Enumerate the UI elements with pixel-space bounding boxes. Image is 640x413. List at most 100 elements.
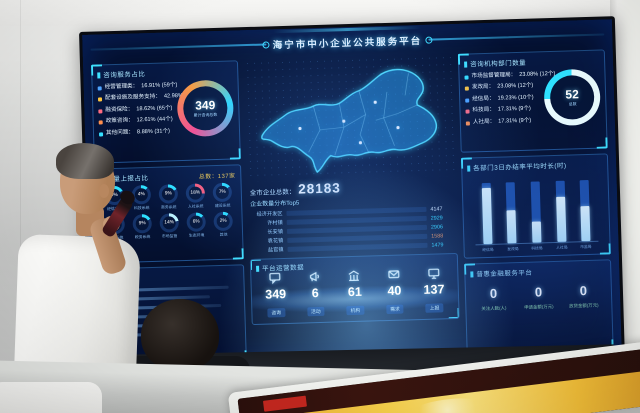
top5-bar-chart: 经济开发区 4147 许村镇 2929 长安镇 2906 袁花镇 1588 盐官镇 147…	[248, 204, 457, 255]
finance-label: 关注人数(人)	[481, 306, 507, 312]
list-item: 人社局： 17.31% (9个)	[465, 115, 541, 129]
mail-icon	[374, 267, 414, 282]
finance-stat: 0 关注人数(人)	[471, 285, 517, 312]
stat-label: 咨询	[267, 308, 286, 318]
center-column: 全市企业总数： 28183 企业数量分布Top5 经济开发区 4147 许村镇 29…	[243, 53, 461, 361]
stat-label: 需求	[386, 304, 404, 315]
bar-value: 2906	[430, 223, 444, 231]
page-title: 海宁市中小企业公共服务平台	[272, 35, 423, 52]
stat-consult: 349 咨询	[255, 271, 296, 320]
item-label: 融资保险：	[105, 106, 134, 114]
gauge-pct: 9%	[164, 191, 172, 197]
gauge-cell: 9% 商务系统	[155, 184, 183, 211]
stat-value: 349	[265, 287, 287, 302]
led-dashboard-screen: 海宁市中小企业公共服务平台 咨询服务占比 经营管理类： 16.91% (59个) …	[79, 16, 625, 376]
dept-total: 52	[565, 86, 579, 102]
bar-label: 许村镇	[267, 220, 283, 227]
bar-light-segment	[481, 188, 493, 245]
item-value: 17.31% (9个)	[498, 117, 532, 125]
megaphone-icon	[295, 270, 335, 285]
bar-label: 长安镇	[267, 229, 284, 236]
bullet-icon	[465, 121, 470, 126]
bar-track	[287, 242, 428, 252]
finance-value: 0	[489, 285, 498, 301]
gauge-label: 建设系统	[214, 202, 231, 208]
stat-value: 6	[311, 286, 319, 301]
stacked-bar	[579, 180, 591, 242]
list-item: 其他问题： 8.88% (31个)	[98, 126, 174, 140]
stat-label: 上报	[425, 303, 444, 313]
stat-value: 137	[423, 282, 445, 297]
report-total: 总数：137家	[198, 172, 236, 181]
gauge-cell: 18% 人社系统	[182, 183, 210, 210]
x-label: 发改局	[506, 246, 519, 252]
stat-report: 137 上报	[414, 266, 455, 315]
gauge-label: 市场监管	[161, 233, 178, 239]
dept-list: 市场监督管理局： 23.08% (12个) 发改局： 23.08% (12个) 经信…	[464, 69, 555, 129]
bar-label: 袁花镇	[267, 238, 284, 245]
gauge-pct: 2%	[219, 218, 227, 224]
panel-title: 各部门3日办结率平均时长(时)	[467, 160, 567, 173]
gauge-pct: 14%	[164, 220, 175, 226]
item-value: 8.88% (31个)	[136, 128, 171, 136]
x-label: 人社局	[555, 244, 568, 250]
duration-bar-chart	[473, 174, 599, 246]
x-label: 市监局	[580, 244, 592, 250]
monitor-icon	[414, 266, 454, 281]
bullet-icon	[464, 86, 469, 91]
dept-total-label: 总数	[568, 101, 577, 107]
bullet-icon	[465, 109, 470, 114]
gauge-pct: 6%	[192, 219, 200, 225]
finance-value: 0	[579, 283, 588, 299]
finance-stat: 0 放贷金额(万元)	[561, 283, 607, 310]
gauge-cell: 7% 建设系统	[209, 182, 237, 209]
right-column: 咨询机构部门数量 市场监督管理局： 23.08% (12个) 发改局： 23.08%…	[457, 49, 614, 355]
panel-finance: 普惠金融服务平台 0 关注人数(人) 0 申请金额(万元) 0 放贷金额(万元)	[464, 259, 614, 355]
map-area	[243, 53, 456, 183]
gauge-label: 税务系统	[134, 234, 151, 240]
stacked-bar	[481, 183, 493, 245]
gauge-cell: 6% 生态环境	[182, 212, 210, 239]
panel-dept-count: 咨询机构部门数量 市场监督管理局： 23.08% (12个) 发改局： 23.08%…	[457, 49, 608, 153]
desk-equipment	[0, 382, 102, 413]
bullet-icon	[97, 97, 103, 102]
gauge-pct: 18%	[190, 190, 201, 196]
gauge-cell: 14% 市场监管	[155, 213, 183, 240]
duration-x-labels: 经信局 发改局 科技局 人社局 市监局	[476, 244, 599, 254]
gauge-ring: 2%	[213, 211, 233, 232]
panel-consult-ratio: 咨询服务占比 经营管理类： 16.91% (59个) 配套设施及服务支持： 42.9…	[90, 60, 241, 164]
enterprise-total-label: 全市企业总数：	[249, 188, 296, 198]
bar-value: 4147	[430, 205, 443, 213]
panel-duration-chart: 各部门3日办结率平均时长(时) 经信局 发改局 科技局 人社	[460, 153, 611, 259]
bullet-icon	[98, 131, 104, 137]
chat-icon	[255, 271, 295, 286]
gauge-ring: 6%	[186, 212, 206, 232]
gauge-label: 生态环境	[188, 232, 205, 238]
stat-value: 40	[387, 283, 402, 298]
bullet-icon	[465, 98, 470, 103]
bar-light-segment	[580, 205, 591, 242]
consult-list: 经营管理类：16.91% (59个) 配套设施及服务支持：42.98% (150…	[97, 80, 203, 140]
header-line-left	[90, 43, 267, 51]
item-label: 政策咨询：	[105, 117, 134, 125]
finance-value: 0	[534, 284, 543, 300]
gauge-label: 科技系统	[133, 205, 150, 211]
seated-person-head	[141, 299, 219, 371]
gauge-label: 人社系统	[187, 203, 204, 209]
finance-stats: 0 关注人数(人) 0 申请金额(万元) 0 放贷金额(万元)	[471, 283, 607, 313]
bullet-icon	[97, 86, 102, 91]
bar-value: 1479	[431, 241, 444, 249]
gauge-label: 其他	[219, 232, 228, 237]
finance-label: 申请金额(万元)	[524, 305, 554, 311]
x-label: 经信局	[482, 247, 494, 252]
bullet-icon	[464, 75, 469, 80]
bullet-icon	[98, 108, 103, 114]
presenter-ear	[99, 184, 109, 198]
gauge-ring: 9%	[132, 213, 153, 234]
dept-total-ring: 52 总数	[543, 68, 601, 126]
stat-demand: 40 需求	[374, 267, 415, 316]
gauge-label: 商务系统	[160, 204, 177, 210]
stats-row: 349 咨询 6 活动 61 机构	[255, 266, 454, 320]
item-label: 经信局：	[472, 95, 495, 103]
